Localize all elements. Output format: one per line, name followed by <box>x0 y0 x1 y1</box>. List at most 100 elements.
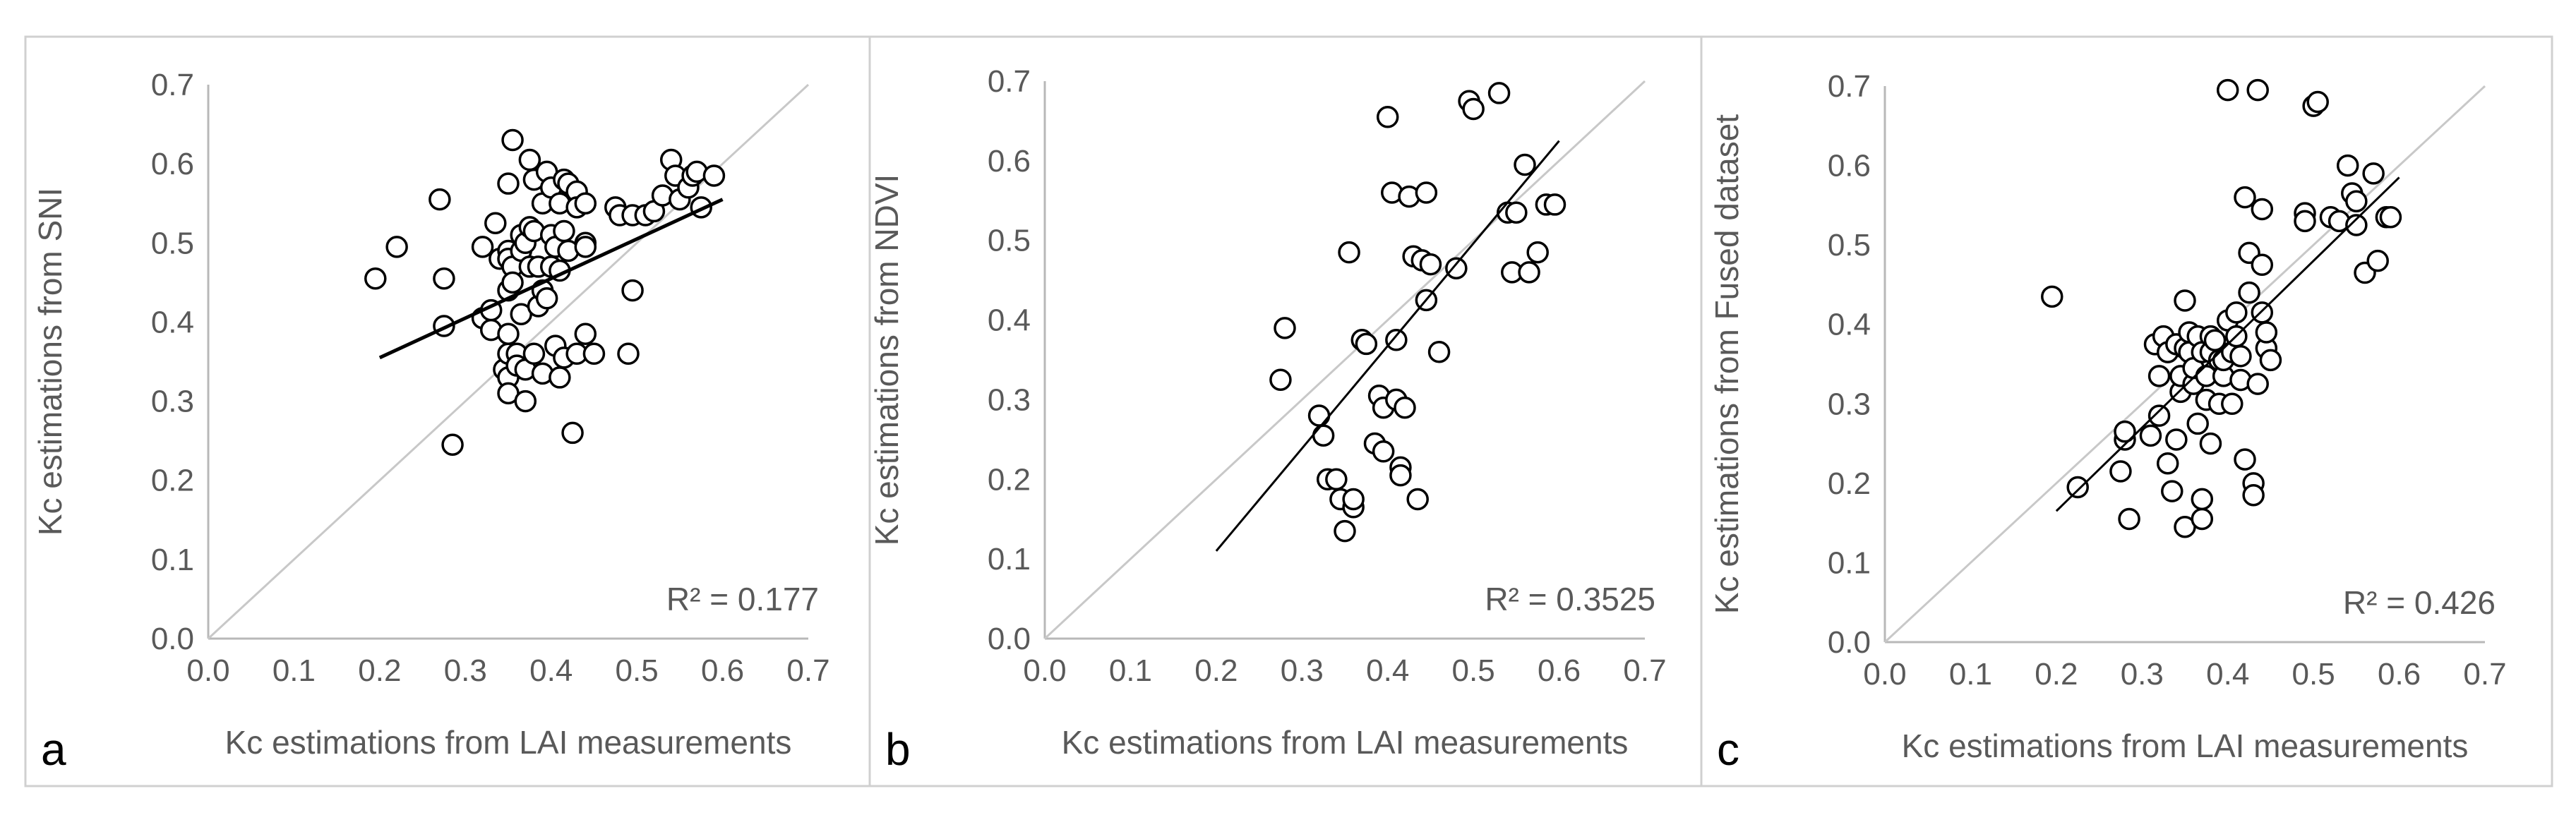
scatter-point <box>1518 261 1540 284</box>
x-tick-label: 0.0 <box>186 653 229 688</box>
panel-letter: a <box>41 724 66 775</box>
scatter-point <box>1445 257 1468 279</box>
scatter-point <box>2379 205 2402 229</box>
scatter-point <box>2191 488 2214 511</box>
scatter-point <box>2174 289 2196 312</box>
scatter-point <box>2139 424 2162 447</box>
r-squared-label: R² = 0.426 <box>2343 584 2496 621</box>
x-tick-label: 0.2 <box>358 653 401 688</box>
scatter-point <box>2118 507 2140 531</box>
y-tick-label: 0.4 <box>988 303 1031 338</box>
scatter-point <box>1338 241 1360 264</box>
scatter-point <box>2366 249 2389 272</box>
x-tick-label: 0.1 <box>1949 657 1992 692</box>
scatter-point <box>561 421 584 445</box>
scatter-point <box>535 287 558 310</box>
x-tick-label: 0.6 <box>1538 653 1581 688</box>
scatter-point <box>1462 97 1485 121</box>
x-tick-label: 0.1 <box>272 653 316 688</box>
scatter-point <box>2221 392 2243 416</box>
scatter-point <box>497 172 520 195</box>
panel-frame <box>1700 35 2553 787</box>
y-tick-label: 0.1 <box>1828 545 1871 580</box>
scatter-point <box>702 164 726 187</box>
scatter-point <box>574 192 597 215</box>
x-axis-title: Kc estimations from LAI measurements <box>1062 724 1629 761</box>
scatter-point <box>514 390 537 413</box>
scatter-point <box>1505 201 1528 224</box>
scatter-point <box>484 212 507 234</box>
y-tick-label: 0.6 <box>1828 149 1871 183</box>
scatter-point <box>364 267 387 290</box>
y-axis-title: Kc estimations from Fused dataset <box>1708 114 1745 614</box>
y-tick-label: 0.2 <box>151 464 194 498</box>
scatter-point <box>429 188 451 211</box>
x-tick-label: 0.6 <box>701 653 744 688</box>
scatter-point <box>1376 106 1399 128</box>
y-axis-title: Kc estimations from SNI <box>32 188 68 536</box>
scatter-point <box>2255 321 2278 344</box>
scatter-point <box>2161 480 2183 502</box>
scatter-point <box>1415 181 1438 204</box>
scatter-point <box>1372 440 1395 463</box>
scatter-point <box>2238 281 2260 304</box>
scatter-point <box>2225 301 2248 324</box>
scatter-point <box>1526 241 1549 264</box>
scatter-point <box>1334 519 1356 543</box>
scatter-point <box>1543 193 1566 216</box>
scatter-point <box>2199 432 2222 455</box>
y-tick-label: 0.4 <box>151 305 194 339</box>
scatter-point <box>2234 448 2256 471</box>
trendline <box>2055 176 2400 512</box>
scatter-point <box>1419 253 1442 276</box>
x-tick-label: 0.4 <box>2206 657 2249 692</box>
scatter-point <box>2216 78 2239 102</box>
panel-frame <box>24 35 871 787</box>
x-tick-label: 0.4 <box>1366 653 1409 688</box>
scatter-point <box>2345 190 2368 212</box>
panel-b: 0.0 0.1 0.2 0.3 0.4 0.5 0.6 0.7 0.0 0.1 0.2 0.3 0.4 0… <box>868 35 1703 787</box>
scatter-point <box>1394 396 1416 419</box>
x-axis-title: Kc estimations from LAI measurements <box>1902 728 2469 764</box>
scatter-point <box>2186 412 2209 435</box>
scatter-point <box>574 322 597 345</box>
y-tick-label: 0.2 <box>1828 466 1871 501</box>
panel-c: 0.0 0.1 0.2 0.3 0.4 0.5 0.6 0.7 0.0 0.1 0.2 0.3 0.4 0… <box>1700 35 2553 787</box>
scatter-point <box>501 128 524 152</box>
x-tick-label: 0.0 <box>1863 657 1906 692</box>
scatter-point <box>1307 404 1331 427</box>
panel-letter: c <box>1717 724 1739 775</box>
panel-a: 0.0 0.1 0.2 0.3 0.4 0.5 0.6 0.7 0.0 0.1 0.2 0.3 0.4 0… <box>24 35 871 787</box>
scatter-point <box>621 279 644 302</box>
scatter-point <box>2336 154 2359 177</box>
scatter-point <box>1514 153 1536 176</box>
scatter-point <box>2246 373 2269 395</box>
x-tick-label: 0.7 <box>786 653 829 688</box>
scatter-point <box>2345 214 2368 236</box>
scatter-point <box>2306 90 2329 114</box>
scatter-point <box>1427 340 1451 363</box>
scatter-point <box>522 342 546 366</box>
scatter-point <box>1312 424 1335 447</box>
y-tick-label: 0.1 <box>151 543 194 577</box>
scatter-point <box>2156 452 2179 475</box>
scatter-point <box>1389 464 1412 487</box>
scatter-point <box>501 271 524 294</box>
scatter-point <box>2041 285 2063 308</box>
x-tick-label: 0.5 <box>1452 653 1495 688</box>
y-tick-label: 0.4 <box>1828 308 1871 342</box>
x-tick-label: 0.3 <box>1281 653 1324 688</box>
scatter-point <box>1385 329 1408 351</box>
y-tick-label: 0.7 <box>1828 69 1871 104</box>
trendline <box>1215 140 1560 552</box>
x-tick-label: 0.3 <box>444 653 487 688</box>
scatter-point <box>582 342 606 366</box>
scatter-point <box>2229 344 2252 368</box>
y-tick-label: 0.0 <box>1828 625 1871 660</box>
scatter-point <box>433 267 455 290</box>
r-squared-label: R² = 0.177 <box>666 581 819 617</box>
scatter-point <box>2251 253 2274 277</box>
y-tick-label: 0.3 <box>988 382 1031 417</box>
panel-letter: b <box>885 724 911 775</box>
